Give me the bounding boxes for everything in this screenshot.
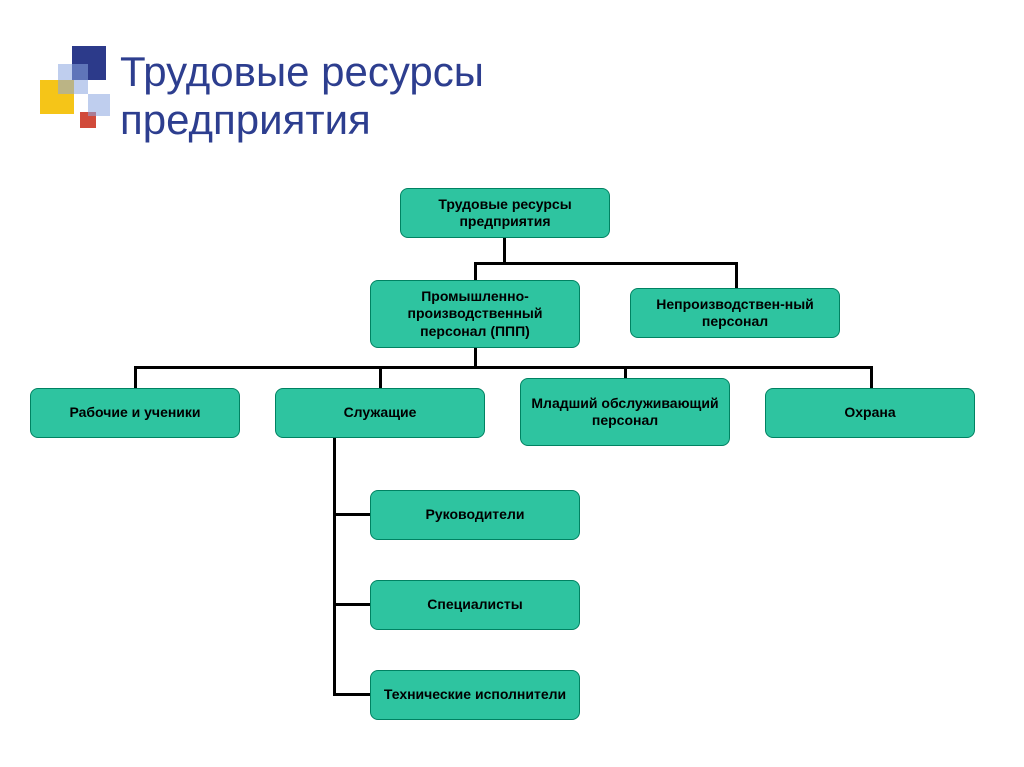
node-nonprod: Непроизводствен-ный персонал: [630, 288, 840, 338]
node-root: Трудовые ресурсы предприятия: [400, 188, 610, 238]
node-security: Охрана: [765, 388, 975, 438]
title-line2: предприятия: [120, 96, 484, 144]
conn-to-nonprod: [735, 262, 738, 288]
node-employees: Служащие: [275, 388, 485, 438]
conn-to-security: [870, 366, 873, 388]
node-ppp-label: Промышленно-производственный персонал (П…: [379, 288, 571, 341]
node-workers: Рабочие и ученики: [30, 388, 240, 438]
conn-to-managers: [333, 513, 370, 516]
node-tech: Технические исполнители: [370, 670, 580, 720]
conn-to-junior: [624, 366, 627, 378]
conn-to-employees: [379, 366, 382, 388]
node-junior-label: Младший обслуживающий персонал: [529, 395, 721, 430]
title-line1: Трудовые ресурсы: [120, 48, 484, 96]
node-managers: Руководители: [370, 490, 580, 540]
node-ppp: Промышленно-производственный персонал (П…: [370, 280, 580, 348]
node-junior: Младший обслуживающий персонал: [520, 378, 730, 446]
conn-to-workers: [134, 366, 137, 388]
node-nonprod-label: Непроизводствен-ный персонал: [639, 296, 831, 331]
conn-ppp-down: [474, 348, 477, 366]
conn-root-down: [503, 238, 506, 262]
node-workers-label: Рабочие и ученики: [69, 404, 200, 422]
conn-l2-horiz: [474, 262, 738, 265]
node-managers-label: Руководители: [426, 506, 525, 524]
conn-to-specialists: [333, 603, 370, 606]
deco-lightblue1: [58, 64, 88, 94]
conn-emp-spine: [333, 438, 336, 695]
node-root-label: Трудовые ресурсы предприятия: [409, 196, 601, 231]
node-employees-label: Служащие: [344, 404, 417, 422]
conn-to-tech: [333, 693, 370, 696]
conn-to-ppp: [474, 262, 477, 280]
conn-l3-horiz: [134, 366, 873, 369]
deco-lightblue2: [88, 94, 110, 116]
node-specialists-label: Специалисты: [427, 596, 522, 614]
page-title: Трудовые ресурсы предприятия: [120, 48, 484, 145]
node-tech-label: Технические исполнители: [384, 686, 566, 704]
node-security-label: Охрана: [844, 404, 895, 422]
node-specialists: Специалисты: [370, 580, 580, 630]
